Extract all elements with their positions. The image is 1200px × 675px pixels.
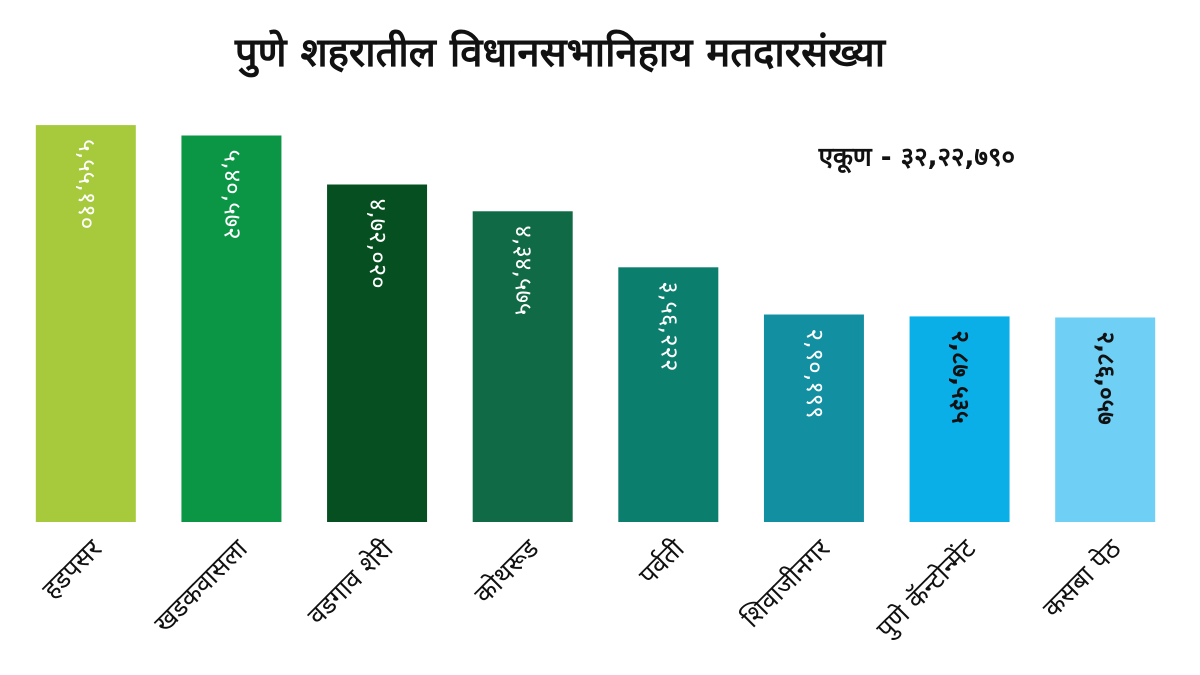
value-label: २,८६,०५७: [1092, 331, 1120, 424]
bar: [35, 125, 136, 523]
value-label: ५,४०,५७२: [218, 149, 246, 239]
x-tick-label: पुणे कॅन्टोन्मेंट: [870, 533, 982, 645]
x-tick-label: कसबा पेठ: [1037, 533, 1128, 624]
value-label: २,८७,५३५: [947, 330, 975, 423]
x-tick-label: पर्वती: [633, 532, 692, 591]
x-tick-label: वडगाव शेरी: [301, 532, 400, 631]
bar: [618, 267, 719, 522]
x-tick-label: कोथरूड: [468, 533, 545, 610]
value-label: ३,५६,२२२: [655, 281, 683, 371]
bar: [1055, 317, 1156, 522]
bar: [327, 184, 428, 522]
bar: [472, 211, 573, 522]
value-label: ४,३४,५७५: [510, 225, 538, 315]
x-tick-label: शिवाजीनगर: [736, 532, 838, 634]
x-tick-label: खडकवासला: [149, 533, 255, 639]
bar: [763, 314, 864, 522]
annotation: एकूण - ३२,२२,७९०: [818, 143, 1015, 174]
value-label: ४,७२,०२०: [364, 199, 392, 289]
bar: [909, 316, 1010, 522]
value-label: २,९०,१९९: [801, 329, 829, 419]
chart-title: पुणे शहरातील विधानसभानिहाय मतदारसंख्या: [234, 29, 887, 78]
bar: [181, 135, 282, 522]
x-tick-label: हडपसर: [37, 533, 109, 605]
value-label: ५,५५,११०: [73, 139, 101, 229]
